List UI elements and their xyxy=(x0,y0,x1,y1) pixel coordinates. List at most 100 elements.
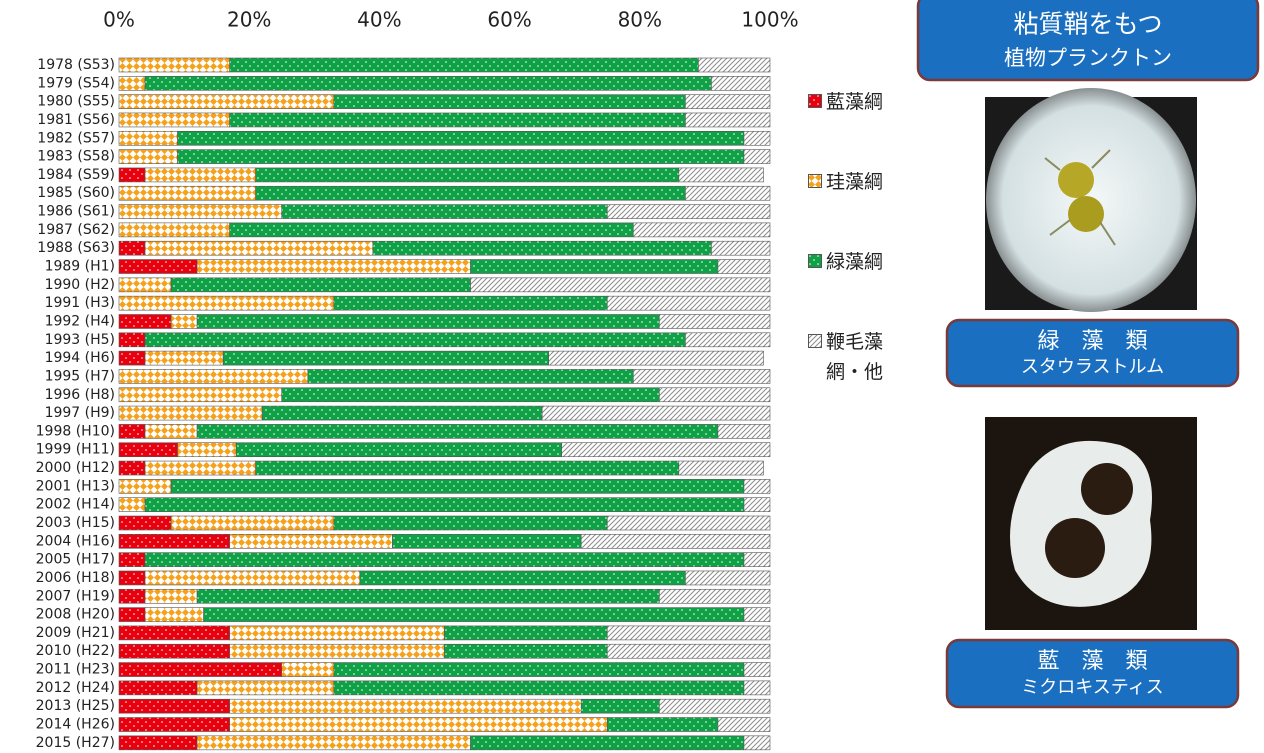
bar-segment xyxy=(145,461,256,475)
bar-segment xyxy=(197,681,334,695)
chart: 0%20%40%60%80%100%1978 (S53)1979 (S54)19… xyxy=(0,0,1264,753)
bar-segment xyxy=(119,553,145,567)
legend-item: 藍藻綱 xyxy=(808,87,887,117)
bar-segment xyxy=(119,131,178,145)
y-tick-label: 1996 (H8) xyxy=(45,387,115,403)
bar-segment xyxy=(230,223,634,237)
bar-segment xyxy=(119,388,282,402)
bar-segment xyxy=(711,76,770,90)
bar-segment xyxy=(119,76,145,90)
y-tick-label: 2001 (H13) xyxy=(36,478,115,494)
photo-staurastrum xyxy=(985,88,1197,312)
y-tick-label: 1987 (S62) xyxy=(37,222,115,238)
bar-segment xyxy=(119,168,145,182)
y-tick-label: 2004 (H16) xyxy=(36,533,115,549)
bar-segment xyxy=(171,479,744,493)
y-tick-label: 1978 (S53) xyxy=(37,57,115,73)
page: 0%20%40%60%80%100%1978 (S53)1979 (S54)19… xyxy=(0,0,1264,753)
bar-segment xyxy=(230,644,445,658)
bar-segment xyxy=(119,626,230,640)
bar-segment xyxy=(607,644,770,658)
bar-segment xyxy=(145,241,373,255)
y-tick-label: 1995 (H7) xyxy=(45,368,115,384)
bar-segment xyxy=(197,314,659,328)
x-tick-label: 40% xyxy=(357,8,401,32)
bar-segment xyxy=(659,589,770,603)
bar-segment xyxy=(633,369,770,383)
bar-segment xyxy=(744,663,770,677)
bar-segment xyxy=(119,406,262,420)
bar-segment xyxy=(230,58,699,72)
y-tick-label: 1988 (S63) xyxy=(37,240,115,256)
x-tick-label: 0% xyxy=(103,8,135,32)
bar-segment xyxy=(607,296,770,310)
bar-segment xyxy=(145,608,204,622)
bar-segment xyxy=(171,516,334,530)
legend-swatch xyxy=(808,94,822,108)
y-tick-label: 1989 (H1) xyxy=(45,259,115,275)
bar-segment xyxy=(282,663,334,677)
y-tick-label: 1984 (S59) xyxy=(37,167,115,183)
bar-segment xyxy=(262,406,542,420)
y-tick-label: 1986 (S61) xyxy=(37,204,115,220)
panel-text: ミクロキスティス xyxy=(1021,677,1163,698)
bar-segment xyxy=(171,314,197,328)
bar-segment xyxy=(685,571,770,585)
bar-segment xyxy=(334,681,744,695)
bar-segment xyxy=(744,150,770,164)
bar-segment xyxy=(119,205,282,219)
y-tick-label: 2006 (H18) xyxy=(36,570,115,586)
bar-segment xyxy=(334,516,607,530)
bar-segment xyxy=(145,498,744,512)
bar-segment xyxy=(119,333,145,347)
bar-segment xyxy=(256,168,679,182)
bar-segment xyxy=(119,278,171,292)
y-tick-label: 1982 (S57) xyxy=(37,130,115,146)
x-tick-label: 100% xyxy=(741,8,798,32)
y-tick-label: 1983 (S58) xyxy=(37,149,115,165)
bar-segment xyxy=(445,644,608,658)
photo-microcystis xyxy=(985,417,1197,630)
bar-segment xyxy=(360,571,686,585)
y-tick-label: 1990 (H2) xyxy=(45,277,115,293)
bar-segment xyxy=(236,443,562,457)
y-tick-label: 2000 (H12) xyxy=(36,460,115,476)
y-tick-label: 1991 (H3) xyxy=(45,295,115,311)
bar-segment xyxy=(471,260,718,274)
bar-segment xyxy=(718,718,770,732)
bar-segment xyxy=(256,461,679,475)
bar-segment xyxy=(119,369,308,383)
bar-segment xyxy=(119,681,197,695)
bar-segment xyxy=(308,369,634,383)
bar-segment xyxy=(197,736,470,750)
panel-text: 緑 藻 類 xyxy=(1037,329,1147,354)
y-tick-label: 2010 (H22) xyxy=(36,643,115,659)
y-tick-label: 1993 (H5) xyxy=(45,332,115,348)
bar-segment xyxy=(119,699,230,713)
bar-segment xyxy=(119,461,145,475)
bar-segment xyxy=(119,644,230,658)
bar-segment xyxy=(282,205,608,219)
y-tick-label: 2015 (H27) xyxy=(36,735,115,751)
bar-segment xyxy=(334,296,607,310)
y-tick-label: 1997 (H9) xyxy=(45,405,115,421)
bar-segment xyxy=(282,388,660,402)
legend-item: 鞭毛藻網・他 xyxy=(808,327,887,387)
bar-segment xyxy=(119,534,230,548)
bar-segment xyxy=(334,663,744,677)
y-tick-label: 1998 (H10) xyxy=(36,423,115,439)
bar-segment xyxy=(607,205,770,219)
bar-segment xyxy=(119,608,145,622)
y-tick-label: 2008 (H20) xyxy=(36,607,115,623)
panel-text: 粘質鞘をもつ xyxy=(1013,9,1162,38)
y-tick-label: 1981 (S56) xyxy=(37,112,115,128)
legend-swatch xyxy=(808,254,822,268)
legend-label: 緑藻綱 xyxy=(826,247,887,277)
legend-label: 珪藻綱 xyxy=(826,167,887,197)
bar-segment xyxy=(685,113,770,127)
bar-segment xyxy=(145,168,256,182)
y-tick-label: 2011 (H23) xyxy=(36,662,115,678)
y-tick-label: 2005 (H17) xyxy=(36,552,115,568)
y-tick-label: 2007 (H19) xyxy=(36,588,115,604)
bar-segment xyxy=(744,608,770,622)
